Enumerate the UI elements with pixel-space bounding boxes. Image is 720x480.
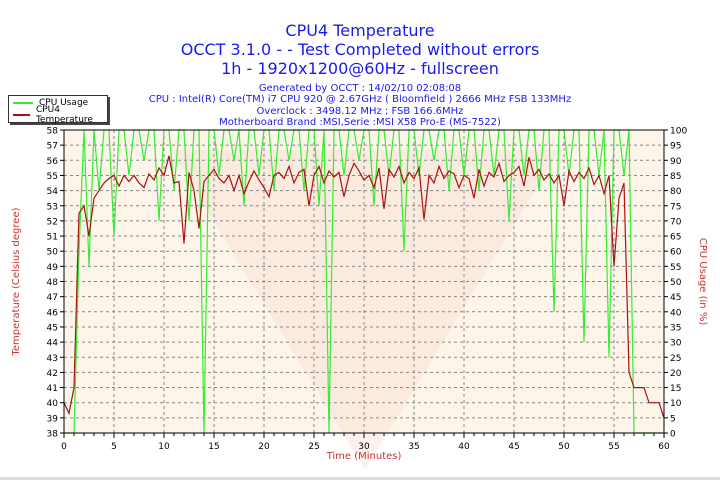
y-tick-label: 49: [47, 263, 59, 273]
x-tick-label: 30: [358, 442, 370, 452]
y2-tick-label: 90: [670, 157, 682, 167]
y2-tick-label: 20: [670, 369, 682, 379]
x-tick-label: 10: [158, 442, 170, 452]
y2-tick-label: 95: [670, 142, 681, 152]
y2-tick-label: 85: [670, 172, 681, 182]
y-tick-label: 57: [47, 142, 58, 152]
x-tick-label: 55: [608, 442, 619, 452]
legend-swatch-cpu: [13, 102, 33, 104]
y-tick-label: 54: [47, 187, 59, 197]
y2-tick-label: 5: [670, 414, 676, 424]
y2-tick-label: 10: [670, 399, 682, 409]
legend-item-cpu-usage: CPU Usage: [13, 97, 88, 109]
y2-tick-label: 100: [670, 127, 687, 137]
plot-frame: [63, 129, 665, 434]
x-axis-label: Time (Minutes): [326, 451, 402, 462]
y-tick-label: 41: [47, 384, 58, 394]
y2-tick-label: 75: [670, 202, 681, 212]
y2-tick-label: 0: [670, 430, 676, 440]
y2-tick-label: 45: [670, 293, 681, 303]
y-tick-label: 46: [47, 308, 59, 318]
y-axis-label: Temperature (Celsius degree): [11, 207, 22, 356]
y-tick-label: 47: [47, 293, 58, 303]
y-tick-label: 40: [47, 399, 59, 409]
y2-tick-label: 55: [670, 263, 681, 273]
y2-tick-label: 30: [670, 339, 682, 349]
x-tick-label: 40: [458, 442, 470, 452]
x-tick-label: 15: [208, 442, 219, 452]
y2-tick-label: 60: [670, 248, 682, 258]
test-mode: 1h - 1920x1200@60Hz - fullscreen: [221, 59, 499, 78]
legend-label: CPU4 Temperature: [35, 105, 93, 125]
y-tick-label: 56: [47, 157, 59, 167]
y2-tick-label: 40: [670, 308, 682, 318]
y2-tick-label: 65: [670, 233, 681, 243]
legend-item-temperature: CPU4 Temperature: [13, 105, 107, 125]
x-tick-label: 25: [308, 442, 319, 452]
y2-tick-label: 50: [670, 278, 682, 288]
y-tick-label: 45: [47, 323, 58, 333]
y2-tick-label: 35: [670, 323, 681, 333]
x-tick-label: 50: [558, 442, 570, 452]
y2-tick-label: 70: [670, 217, 682, 227]
overclock-info: Overclock : 3498.12 MHz ; FSB 166.6MHz: [256, 106, 464, 117]
chart-subtitle: OCCT 3.1.0 - - Test Completed without er…: [180, 40, 540, 59]
y-tick-label: 43: [47, 354, 58, 364]
y-tick-label: 48: [47, 278, 59, 288]
generated-info: Generated by OCCT : 14/02/10 02:08:08: [258, 83, 462, 94]
y-tick-label: 53: [47, 202, 58, 212]
legend: CPU Usage CPU4 Temperature: [8, 95, 108, 125]
y-tick-label: 42: [47, 369, 58, 379]
motherboard-info: Motherboard Brand :MSI,Serie :MSI X58 Pr…: [219, 117, 501, 128]
bottom-border: [0, 477, 720, 480]
y-tick-label: 39: [47, 414, 59, 424]
temperature-line: [63, 155, 665, 419]
x-tick-label: 5: [111, 442, 117, 452]
y-tick-label: 44: [47, 339, 59, 349]
y-tick-label: 55: [47, 172, 58, 182]
watermark: [170, 150, 560, 470]
x-tick-label: 0: [61, 442, 67, 452]
x-tick-label: 35: [408, 442, 419, 452]
y-tick-label: 52: [47, 217, 58, 227]
legend-swatch-temp: [13, 114, 30, 116]
y2-axis-label: CPU Usage (in %): [697, 238, 708, 326]
cpu-info: CPU : Intel(R) Core(TM) i7 CPU 920 @ 2.6…: [148, 94, 572, 105]
x-tick-label: 20: [258, 442, 270, 452]
y2-tick-label: 25: [670, 354, 681, 364]
y-tick-label: 38: [47, 430, 59, 440]
y-tick-label: 51: [47, 233, 58, 243]
y2-tick-label: 80: [670, 187, 682, 197]
y-tick-label: 50: [47, 248, 59, 258]
x-tick-label: 60: [658, 442, 670, 452]
y2-tick-label: 15: [670, 384, 681, 394]
legend-label: CPU Usage: [39, 98, 89, 108]
y-tick-label: 58: [47, 127, 59, 137]
chart-title: CPU4 Temperature: [285, 21, 435, 40]
x-tick-label: 45: [508, 442, 519, 452]
